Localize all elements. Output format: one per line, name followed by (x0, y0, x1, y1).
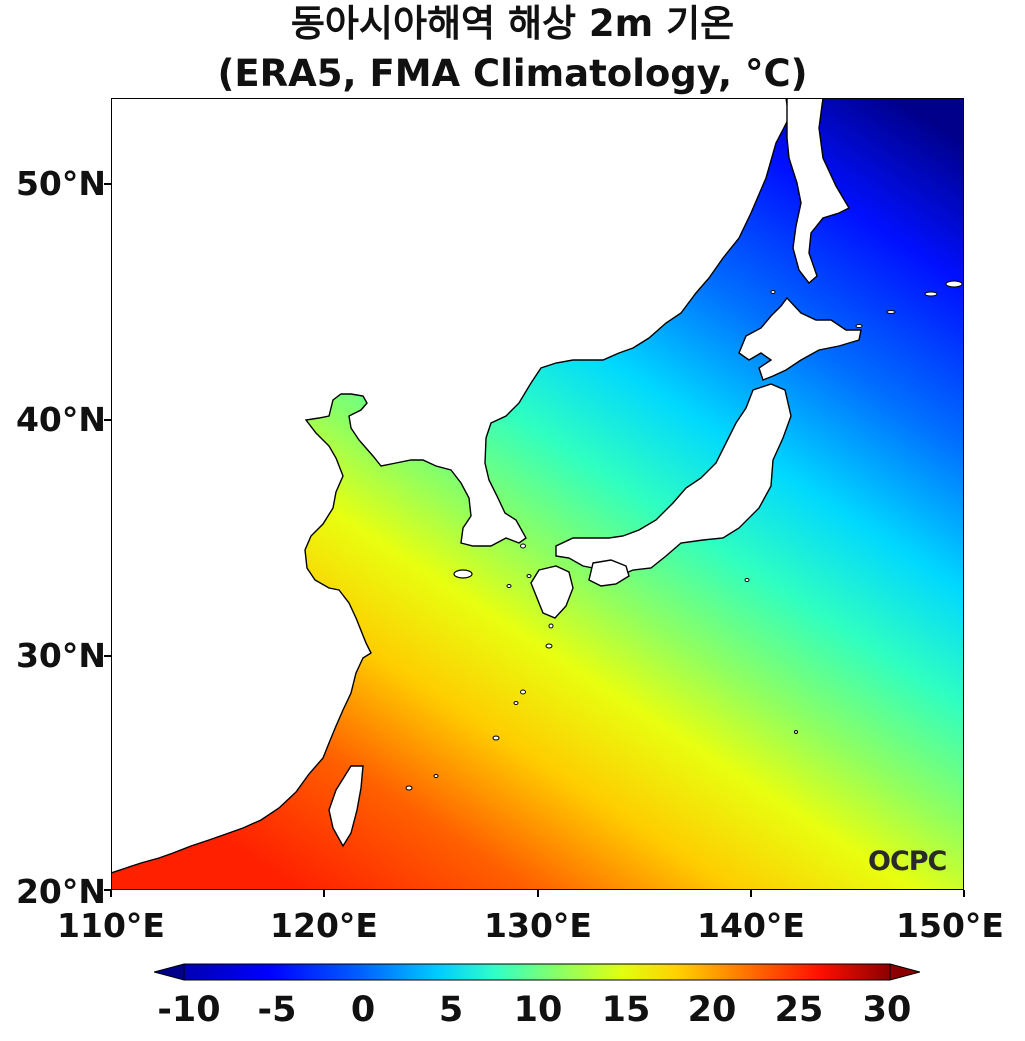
map-border (111, 98, 964, 890)
small-islands (405, 280, 963, 791)
x-tick-150e: 150°E (896, 906, 1004, 945)
y-tick-mark (104, 183, 111, 185)
x-tick-110e: 110°E (57, 906, 165, 945)
colorbar-gradient (183, 963, 891, 981)
kyushu-island (530, 565, 574, 619)
x-tick-mark (537, 890, 539, 897)
x-tick-140e: 140°E (697, 906, 805, 945)
hokkaido-island (738, 296, 862, 381)
y-tick-40n: 40°N (15, 400, 106, 439)
mainland-landmass (111, 98, 790, 874)
colorbar-label-30: 30 (862, 990, 912, 1030)
x-tick-mark (323, 890, 325, 897)
colorbar-label-10: 10 (513, 990, 563, 1030)
colorbar-label-5: 5 (438, 990, 464, 1030)
x-tick-mark (110, 890, 112, 897)
colorbar-label-minus10: -10 (157, 990, 221, 1030)
temperature-map (111, 98, 964, 890)
x-tick-mark (963, 890, 965, 897)
colorbar (154, 963, 920, 981)
y-tick-20n: 20°N (15, 872, 106, 911)
y-tick-mark (104, 655, 111, 657)
y-tick-mark (104, 889, 111, 891)
shikoku-island (588, 559, 630, 587)
colorbar-label-0: 0 (350, 990, 376, 1030)
colorbar-label-25: 25 (774, 990, 824, 1030)
jeju-island (453, 569, 473, 579)
x-tick-mark (750, 890, 752, 897)
x-tick-120e: 120°E (270, 906, 378, 945)
colorbar-max-extend (889, 963, 920, 981)
colorbar-label-minus5: -5 (257, 990, 297, 1030)
map-panel (111, 98, 964, 890)
map-title: 동아시아해역 해상 2m 기온 (290, 2, 735, 45)
y-tick-50n: 50°N (15, 164, 106, 203)
colorbar-label-15: 15 (601, 990, 651, 1030)
y-tick-30n: 30°N (15, 636, 106, 675)
y-tick-mark (104, 419, 111, 421)
ocpc-logo: OCPC (868, 846, 947, 877)
map-subtitle: (ERA5, FMA Climatology, °C) (217, 52, 808, 95)
honshu-island (555, 383, 792, 577)
x-tick-130e: 130°E (484, 906, 592, 945)
taiwan-island (328, 765, 364, 848)
sakhalin-island (786, 98, 850, 285)
colorbar-label-20: 20 (687, 990, 737, 1030)
colorbar-min-extend (154, 963, 185, 981)
